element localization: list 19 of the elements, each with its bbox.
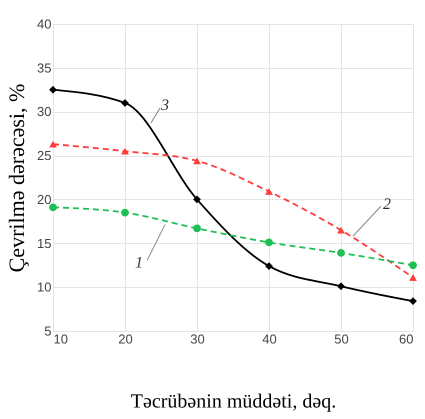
y-tick-label: 10: [37, 280, 52, 295]
text: 2: [383, 196, 391, 214]
y-tick-label: 30: [37, 104, 52, 120]
x-tick-label: 30: [190, 332, 205, 346]
y-tick-label: 20: [37, 192, 52, 207]
series-label: 3: [160, 96, 169, 114]
x-axis-title: Təcrübənin müddəti, dəq.: [130, 390, 336, 412]
text: 1: [135, 254, 143, 272]
y-axis-title: Çevrilmə dərəcəsi, %: [4, 84, 30, 272]
y-tick-label: 40: [37, 16, 52, 32]
y-tick-label: 25: [37, 148, 52, 164]
x-tick-label: 50: [334, 332, 349, 346]
x-tick-label: 10: [54, 332, 68, 346]
x-tick-label: 20: [118, 332, 133, 346]
y-tick-label: 5: [44, 324, 52, 338]
x-tick-label: 40: [262, 332, 277, 346]
y-tick-label: 15: [37, 236, 52, 251]
x-tick-label: 60: [399, 332, 414, 346]
y-tick-label: 35: [37, 60, 52, 76]
